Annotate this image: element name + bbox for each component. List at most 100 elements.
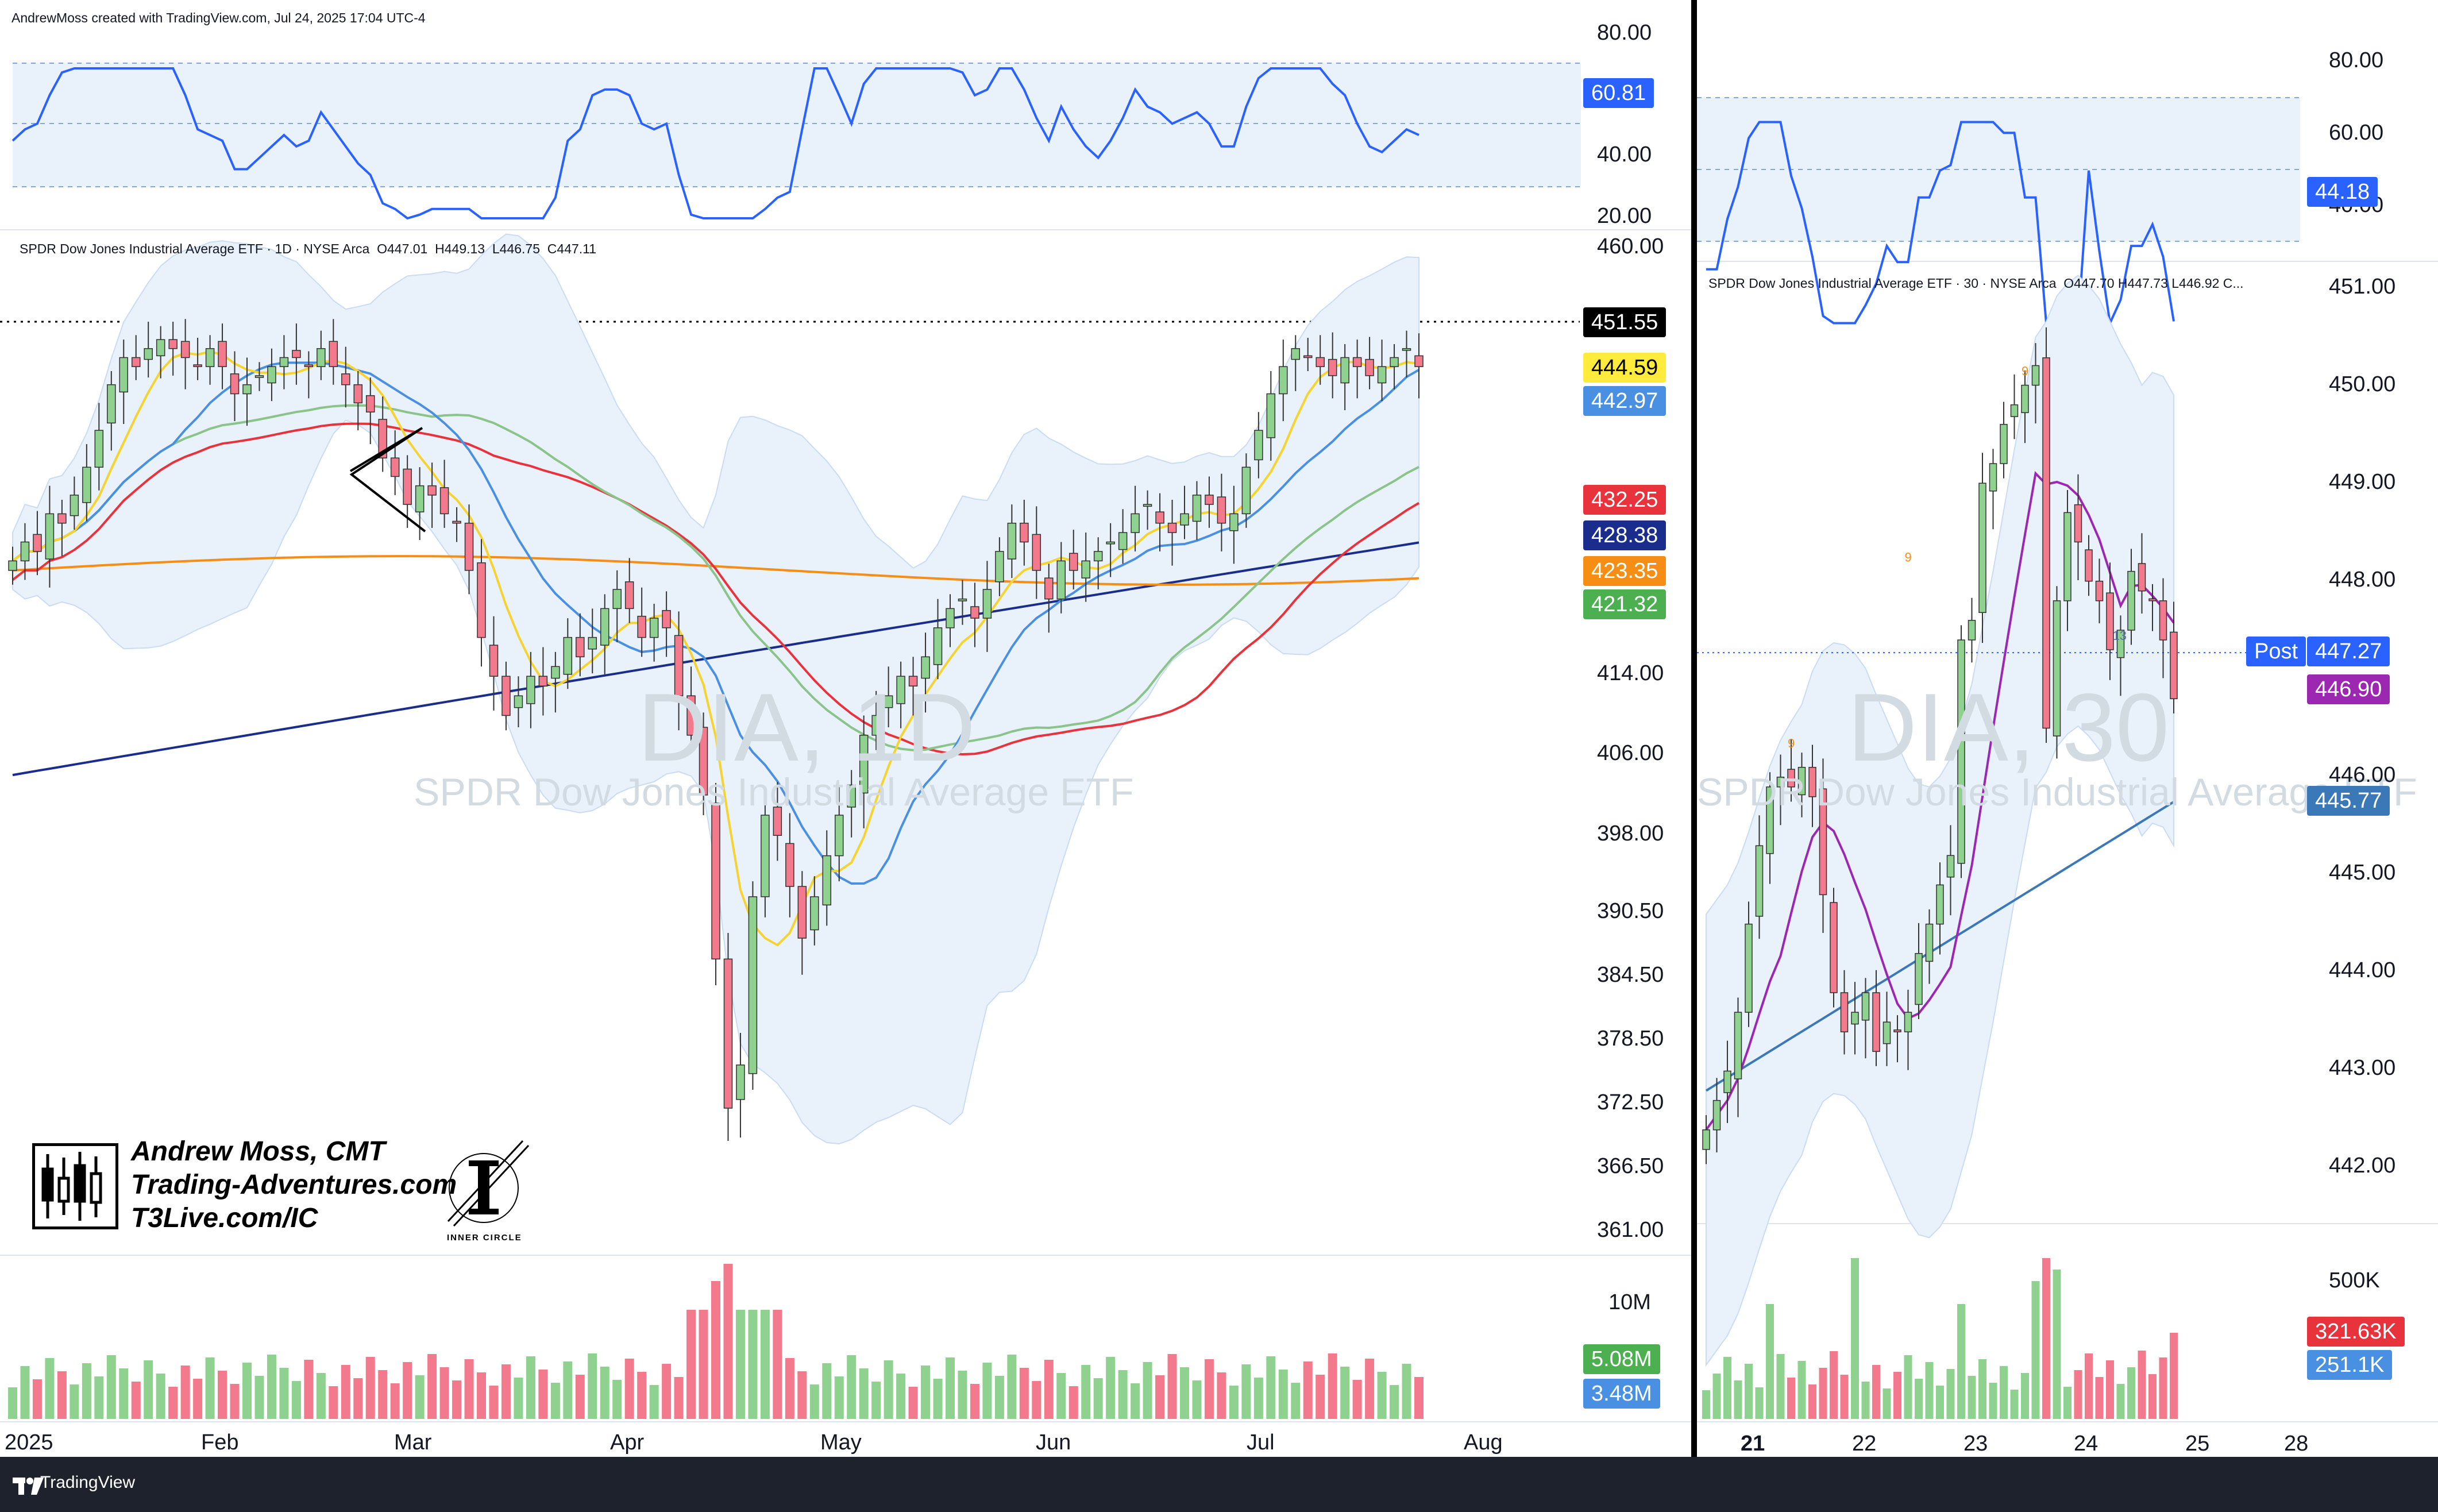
logo-mark (32, 1143, 118, 1229)
volume-bar (834, 1376, 844, 1419)
volume-bar (1936, 1386, 1944, 1419)
volume-bar (341, 1365, 350, 1419)
candle-body (464, 522, 474, 571)
volume-bar (1056, 1373, 1066, 1419)
pattern-triangle (349, 427, 426, 533)
candle-body (107, 384, 116, 424)
volume-bar (427, 1354, 437, 1419)
volume-bar (1044, 1360, 1054, 1419)
post-market-label: Post (2246, 637, 2306, 666)
candle-body (1851, 1012, 1859, 1025)
daily-chart-panel[interactable]: AndrewMoss created with TradingView.com,… (0, 0, 1691, 1457)
volume-bar (994, 1376, 1004, 1419)
volume-bar (304, 1360, 314, 1419)
candle-body (761, 815, 770, 897)
intraday-price-tick: 446.00 (2329, 763, 2396, 787)
ema200-badge: 428.38 (1583, 520, 1667, 550)
candle-body (119, 357, 129, 393)
volume-bar (1702, 1390, 1710, 1419)
volume-bar (1106, 1357, 1116, 1419)
candle-body (624, 581, 634, 610)
candle-body (748, 896, 758, 1074)
candle-body (699, 727, 708, 796)
volume-bar (1291, 1383, 1301, 1419)
volume-bar (2148, 1374, 2157, 1419)
volume-bar (1745, 1364, 1753, 1419)
candle-body (1081, 560, 1090, 578)
intraday-x-tick: 25 (2185, 1432, 2210, 1456)
volume-bar (896, 1374, 906, 1419)
candle-body (1787, 769, 1795, 788)
logo-affiliate: T3Live.com/IC (131, 1203, 318, 1233)
daily-price-tick: 372.50 (1597, 1090, 1664, 1114)
volume-bar (871, 1382, 881, 1419)
volume-bar (70, 1384, 79, 1419)
volume-bar (267, 1355, 276, 1419)
volume-bar (1861, 1382, 1870, 1419)
candle-body (1217, 496, 1226, 524)
candle-body (921, 656, 930, 679)
volume-bar (32, 1379, 42, 1419)
intraday-chart-canvas[interactable]: 9 9 9 13 (1697, 0, 2438, 1457)
candle-body (797, 886, 807, 939)
volume-bar (1167, 1354, 1177, 1419)
volume-bar (1787, 1378, 1795, 1419)
candle-body (1143, 504, 1152, 507)
daily-price-tick: 384.50 (1597, 963, 1664, 987)
daily-price-tick: 366.50 (1597, 1154, 1664, 1178)
volume-bar (156, 1374, 165, 1419)
candle-body (563, 637, 573, 675)
volume-bar (403, 1362, 412, 1419)
candle-body (1266, 393, 1276, 438)
candle-body (1106, 541, 1115, 545)
volume-bar (131, 1382, 141, 1419)
candle-body (33, 534, 42, 552)
candle-body (403, 468, 412, 505)
volume-bar (106, 1355, 116, 1419)
daily-price-tick: 361.00 (1597, 1218, 1664, 1242)
candle-body (1303, 355, 1313, 358)
candle-body (1390, 357, 1399, 367)
volume-bar (489, 1386, 499, 1419)
volume-bar (1872, 1365, 1880, 1419)
tradingview-logo-icon (13, 1478, 44, 1495)
volume-bar (2010, 1390, 2019, 1419)
volume-bar (1882, 1388, 1891, 1419)
daily-price-tick: 398.00 (1597, 821, 1664, 846)
volume-bar (1340, 1367, 1350, 1419)
volume-bar (452, 1380, 462, 1419)
candle-body (1925, 923, 1934, 962)
candle-body (2138, 563, 2146, 592)
candle-body (341, 373, 350, 385)
volume-bar (144, 1360, 153, 1419)
candle-body (1279, 366, 1288, 395)
volume-bar (168, 1387, 178, 1419)
rsi-band (13, 63, 1581, 187)
volume-bar (2085, 1353, 2093, 1419)
intraday-watermark-name: SPDR Dow Jones Industrial Average ETF (1697, 770, 2417, 814)
candle-body (1316, 357, 1325, 367)
volume-bar (94, 1376, 104, 1419)
intraday-volume-tick: 500K (2329, 1268, 2380, 1293)
candle-body (1007, 522, 1017, 560)
intraday-chart-panel[interactable]: 9 9 9 13 SPDR Dow Jones Industrial Average … (1697, 0, 2438, 1457)
volume-bar (2000, 1366, 2008, 1419)
candle-body (1056, 560, 1066, 600)
td-count-label: 13 (2113, 628, 2127, 643)
candle-body (1797, 766, 1806, 796)
ma200-badge: 423.35 (1583, 556, 1667, 586)
candle-body (1377, 366, 1387, 384)
daily-high: H449.13 (435, 241, 485, 256)
candle-body (970, 606, 979, 619)
volume-bar (1019, 1368, 1029, 1419)
intraday-volume-badge: 321.63K (2307, 1317, 2405, 1347)
volume-bar (180, 1366, 190, 1419)
volume-bar (1143, 1362, 1152, 1419)
candle-body (1882, 1021, 1891, 1044)
td-count-label: 9 (1788, 736, 1795, 751)
daily-chart-canvas[interactable] (0, 0, 1691, 1457)
volume-bar (1352, 1380, 1362, 1419)
candle-body (415, 485, 425, 512)
candlestick-logo-icon (41, 1152, 102, 1221)
bollinger-band (12, 233, 1419, 1145)
